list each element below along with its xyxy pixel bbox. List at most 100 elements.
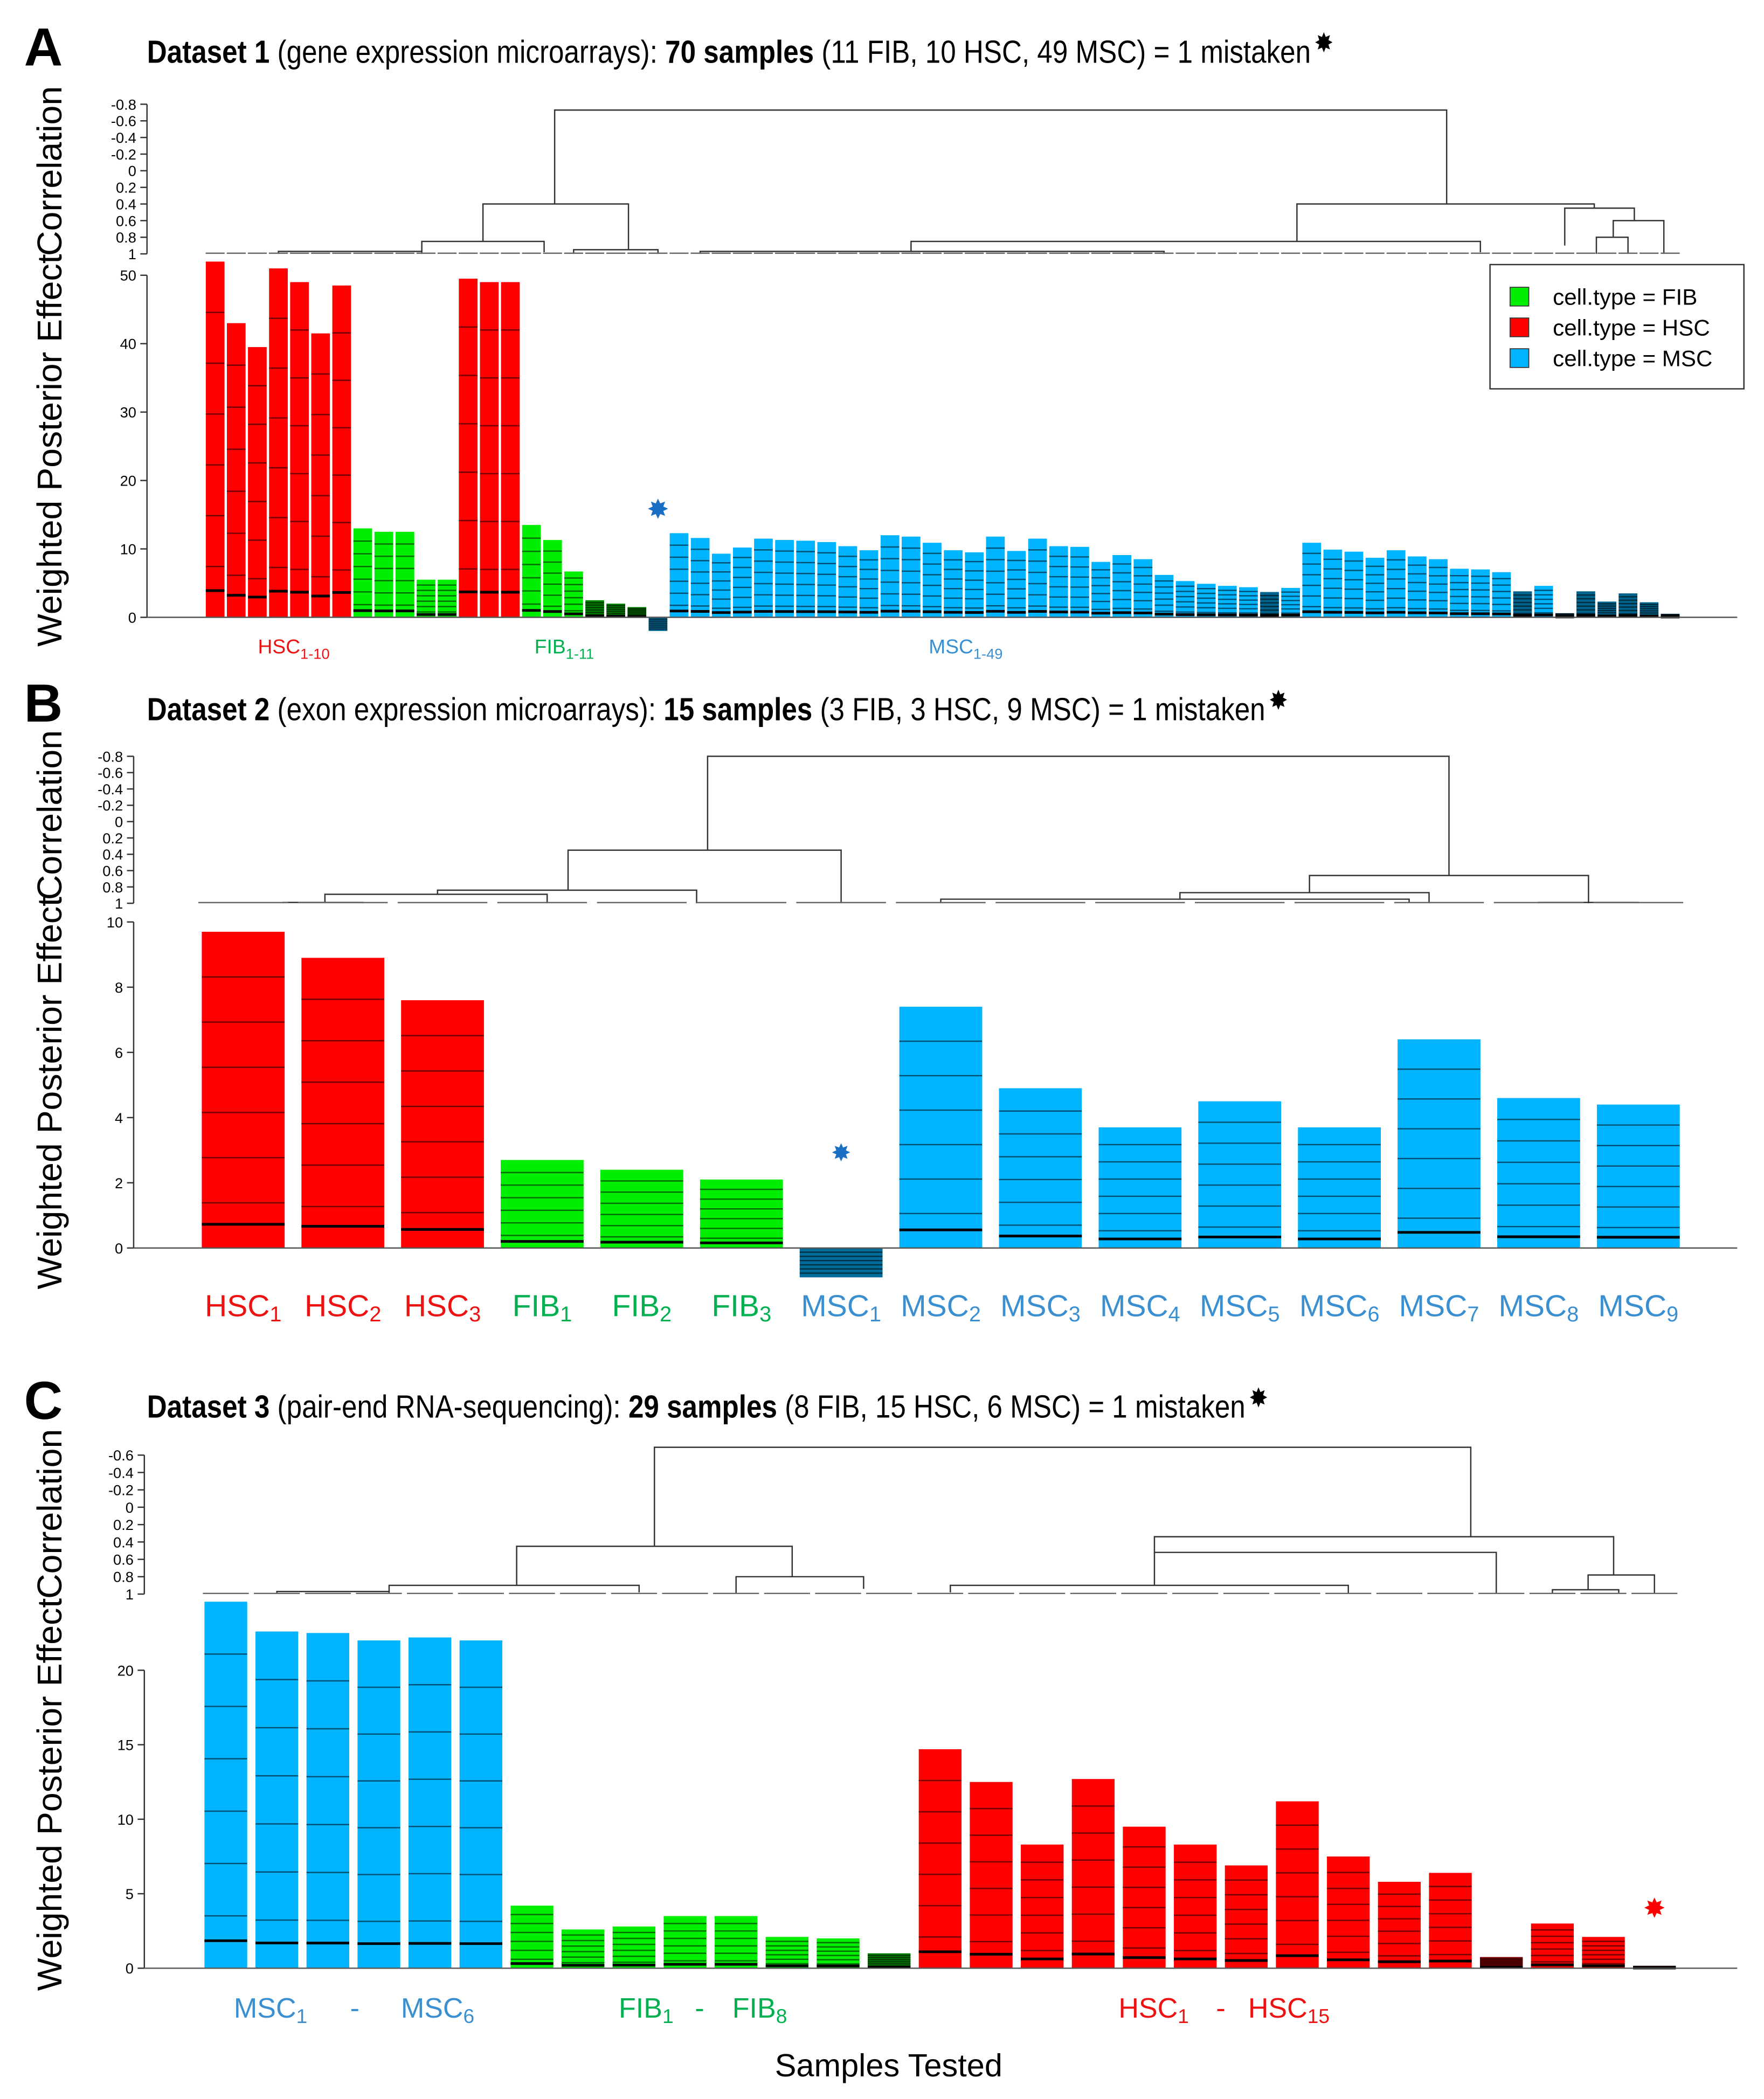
y-tick-label: 30 [120,404,136,421]
bar [999,1088,1082,1248]
bar [1070,546,1089,618]
y-tick-label: 10 [117,1811,134,1828]
category-label-subscript: 1 [662,2005,674,2027]
category-label-subscript: 6 [1367,1303,1379,1326]
category-label-base: FIB [711,1289,759,1323]
bar [301,958,385,1248]
category-label-base: MSC [1499,1289,1567,1323]
bar [1198,1101,1282,1248]
category-label-subscript: 8 [776,2005,787,2027]
bar [1123,1826,1166,1969]
dendrogram-link [554,109,1448,204]
dendrogram-tick-label: 0.6 [116,212,136,229]
y-tick-label: 50 [120,267,136,284]
bar [1217,586,1237,618]
mistaken-sample-star-icon: ✸ [831,1140,851,1167]
dendrogram-tick-label: 0.2 [113,1516,134,1533]
category-label-base: FIB [732,1993,776,2024]
bar [1175,581,1195,618]
bar [417,579,435,618]
category-label: - [1216,1993,1225,2024]
bar [1429,1873,1472,1969]
legend: cell.type = FIB cell.type = HSC cell.type … [1489,264,1745,390]
dendrogram-tick-label: 0 [128,163,136,179]
dendrogram-link [567,849,842,904]
mistaken-star-icon: ✸ [1269,687,1288,717]
category-label-subscript: 1-11 [566,645,594,662]
bar [438,579,456,618]
bar [1596,1104,1680,1248]
dendrogram-link [573,249,659,254]
dendrogram-tick-label: 1 [128,246,136,262]
dendrogram-tick-label: 0.2 [102,830,123,847]
mistaken-star-icon: ✸ [1249,1384,1268,1414]
bar [357,1640,400,1969]
dendrogram-link [910,240,1482,253]
bar [1239,587,1258,618]
bar [1408,556,1427,618]
category-label-base: FIB [513,1289,561,1323]
y-tick-label: 10 [120,541,136,557]
dendrogram-tick-label: -0.2 [98,797,123,814]
category-label: MSC5 [1200,1289,1280,1326]
bar [1398,1039,1481,1248]
category-label-base: HSC [1248,1993,1308,2024]
dendrogram-link [1296,203,1595,241]
dendrogram-tick-label: 0.6 [113,1551,134,1568]
bar [564,571,583,618]
bar [459,1640,503,1969]
category-label-base: MSC [1299,1289,1368,1323]
category-label-base: MSC [401,1993,464,2024]
bar [880,535,900,618]
category-label-base: MSC [929,635,973,657]
category-label-subscript: 8 [1567,1303,1579,1326]
bar [480,282,499,618]
bar [1021,1844,1064,1969]
category-label-subscript: 2 [969,1303,981,1326]
dendrogram-link [324,893,548,904]
bar [899,1007,983,1248]
bar [775,540,794,618]
panel-a-title: Dataset 1 (gene expression microarrays):… [147,29,1334,71]
bar [1281,587,1300,618]
bar [1225,1865,1268,1969]
bar [817,1938,860,1969]
category-label-base: MSC [1598,1289,1666,1323]
category-label: HSC1 [205,1289,281,1326]
dendrogram-link [482,203,629,250]
category-label: HSC1 [1118,1993,1189,2027]
bar [311,333,330,618]
bar [1091,562,1110,618]
y-axis-label: Weighted Posterior Effect [30,897,69,1290]
category-label-base: MSC [1399,1289,1468,1323]
bar [612,1926,656,1969]
category-label-base: FIB [535,635,566,657]
bar [765,1937,809,1969]
y-tick-label: 8 [115,979,123,996]
bar [409,1637,452,1969]
bar [1007,551,1026,618]
y-tick-label: 2 [115,1175,123,1191]
category-label-base: FIB [612,1289,660,1323]
category-label-subscript: 2 [660,1303,672,1326]
category-label: FIB1 [513,1289,572,1326]
bar [332,285,351,618]
category-label-base: MSC [801,1289,869,1323]
dendrogram-link [1179,892,1430,904]
bar [1302,543,1322,618]
panel-letter-c: C [24,1372,63,1431]
bar [965,552,984,618]
dendrogram-y-axis-label: Correlation [30,1429,69,1599]
bar [459,279,478,618]
category-label: FIB1 [619,1993,674,2027]
category-label: MSC1-49 [929,635,1002,662]
dendrogram-link [1587,1574,1655,1595]
bar [838,546,857,618]
dendrogram-tick-label: 0.2 [116,179,136,196]
bar [1098,1127,1182,1248]
dendrogram-tick-label: -0.4 [108,1464,134,1481]
bar [923,543,942,618]
bar [754,538,773,618]
